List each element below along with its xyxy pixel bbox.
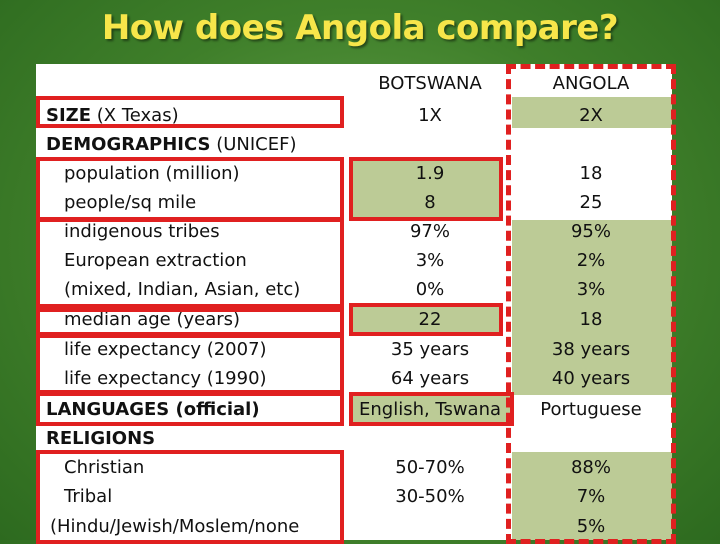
outline-botswana-population xyxy=(349,157,503,221)
cell-botswana-tribal: 30-50% xyxy=(352,482,508,511)
outline-botswana-languages xyxy=(349,392,514,426)
outline-tribes-labels xyxy=(36,218,344,312)
cell-botswana-life-1990: 64 years xyxy=(352,364,508,393)
outline-religion-labels xyxy=(36,450,344,544)
outline-botswana-median xyxy=(349,303,503,336)
row-demographics-label: DEMOGRAPHICS (UNICEF) xyxy=(46,130,297,159)
outline-life-labels xyxy=(36,334,344,394)
header-botswana: BOTSWANA xyxy=(352,69,508,98)
cell-botswana-mixed: 0% xyxy=(352,275,508,304)
cell-botswana-tribes: 97% xyxy=(352,217,508,246)
outline-median-labels xyxy=(36,304,344,336)
outline-angola-column xyxy=(506,64,676,544)
outline-languages-label xyxy=(36,392,344,426)
row-religions-label: RELIGIONS xyxy=(46,424,155,453)
slide-title: How does Angola compare? xyxy=(0,8,720,48)
cell-botswana-size: 1X xyxy=(352,101,508,130)
outline-demographics-labels xyxy=(36,157,344,221)
cell-botswana-life-2007: 35 years xyxy=(352,335,508,364)
cell-botswana-european: 3% xyxy=(352,246,508,275)
cell-botswana-christian: 50-70% xyxy=(352,453,508,482)
outline-size-label xyxy=(36,96,344,128)
